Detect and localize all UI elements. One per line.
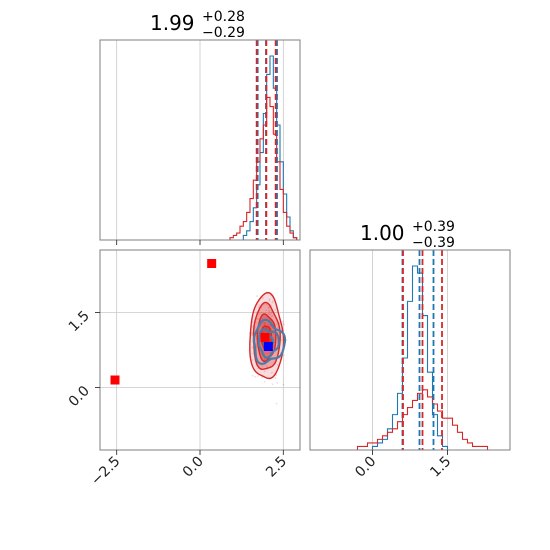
joint-sample-point <box>269 325 272 327</box>
joint-sample-point <box>282 383 285 386</box>
joint-blue-contour-0 <box>252 318 287 365</box>
joint-xtick-label-1: 0.0 <box>180 454 207 481</box>
joint-sample-point <box>267 323 270 326</box>
joint-sample-point <box>258 313 261 316</box>
hist_p1-background <box>310 250 510 450</box>
hist_p0-title-upper: +0.28 <box>202 9 245 25</box>
joint-sample-point <box>271 301 274 304</box>
joint-sample-point <box>271 371 273 374</box>
joint-sample-point <box>268 298 271 301</box>
joint-sample-point <box>267 306 270 309</box>
joint-sample-point <box>261 365 264 368</box>
hist_p1-title-lower: −0.39 <box>412 235 455 251</box>
joint-sample-point <box>269 313 272 316</box>
joint-sample-point <box>251 346 254 349</box>
joint-sample-point <box>256 318 259 321</box>
joint-sample-point <box>264 323 267 325</box>
joint-sample-point <box>271 314 274 317</box>
joint-marker-marker_red-0 <box>207 259 217 268</box>
joint-sample-point <box>257 375 260 377</box>
joint-sample-point <box>251 374 254 377</box>
joint-sample-point <box>270 312 272 315</box>
joint-sample-point <box>264 321 267 324</box>
joint-blue-contour-1 <box>257 328 280 359</box>
joint-sample-point <box>266 324 269 326</box>
joint-sample-point <box>263 380 266 383</box>
joint-sample-point <box>266 316 268 319</box>
hist_p1-frame <box>309 249 511 451</box>
joint-content <box>110 259 288 405</box>
joint-sample-point <box>257 306 260 309</box>
joint-sample-point <box>266 365 268 368</box>
joint-xtick-label-0: −2.5 <box>88 454 123 489</box>
hist_p1-histogram-blue <box>371 265 449 450</box>
hist_p1-histogram-red <box>356 389 489 450</box>
hist_p1-title-upper: +0.39 <box>412 219 455 235</box>
joint-sample-point <box>251 359 254 362</box>
joint-sample-point <box>256 346 258 349</box>
joint-sample-point <box>260 325 263 327</box>
hist_p0-title-value: 1.99 <box>150 11 195 35</box>
joint-sample-point <box>250 334 253 337</box>
hist_p1-xtick-label-1: 1.5 <box>427 454 454 481</box>
hist_p0-histogram-red <box>229 96 298 240</box>
joint-sample-point <box>268 351 271 354</box>
joint-sample-point <box>271 383 274 386</box>
joint-sample-point <box>265 323 268 325</box>
hist_p1-title-value: 1.00 <box>360 221 405 245</box>
joint-sample-point <box>275 402 278 405</box>
joint-sample-point <box>274 308 277 311</box>
joint-xtick-label-2: 2.5 <box>263 454 290 481</box>
joint-sample-point <box>268 306 271 309</box>
joint-sample-point <box>274 377 277 379</box>
joint-ytick-label-1: 1.5 <box>66 308 93 335</box>
joint-sample-point <box>268 309 270 312</box>
joint-sample-point <box>276 364 279 366</box>
joint-sample-point <box>262 321 265 324</box>
joint-marker-marker_red-2 <box>260 333 270 342</box>
joint-sample-point <box>280 339 283 341</box>
joint-ytick-label-0: 0.0 <box>66 383 93 410</box>
joint-sample-point <box>270 304 273 307</box>
joint-sample-point <box>263 321 266 324</box>
joint-sample-point <box>275 374 278 376</box>
joint-sample-point <box>251 321 254 324</box>
joint-sample-point <box>270 315 273 318</box>
joint-sample-point <box>260 312 263 314</box>
joint-sample-point <box>256 367 259 370</box>
joint-marker-marker_red-1 <box>110 375 120 385</box>
joint-sample-point <box>268 313 271 316</box>
joint-sample-point <box>263 323 265 326</box>
joint-sample-point <box>255 343 258 346</box>
joint-sample-point <box>282 322 284 325</box>
joint-sample-point <box>283 323 286 326</box>
joint-sample-point <box>258 304 260 307</box>
hist_p0-histogram-blue <box>242 55 298 240</box>
joint-sample-point <box>265 309 268 312</box>
joint-sample-point <box>261 376 263 379</box>
joint-sample-point <box>268 299 271 302</box>
joint-sample-point <box>276 382 279 384</box>
joint-sample-point <box>257 318 260 320</box>
hist_p1-xtick-label-0: 0.0 <box>352 454 379 481</box>
joint-sample-point <box>250 331 253 334</box>
joint-sample-point <box>267 312 270 315</box>
joint-sample-point <box>254 375 257 378</box>
joint-sample-point <box>272 300 275 302</box>
joint-sample-point <box>261 323 263 325</box>
hist_p0-title-lower: −0.29 <box>202 25 245 41</box>
joint-sample-point <box>268 310 271 313</box>
joint-sample-point <box>282 320 284 323</box>
joint-sample-point <box>256 295 258 298</box>
joint-sample-point <box>261 297 264 300</box>
joint-sample-point <box>255 342 257 345</box>
joint-sample-point <box>283 354 285 356</box>
joint-marker-marker_blue-3 <box>263 342 273 351</box>
joint-sample-point <box>265 303 268 306</box>
joint-sample-point <box>263 370 266 373</box>
